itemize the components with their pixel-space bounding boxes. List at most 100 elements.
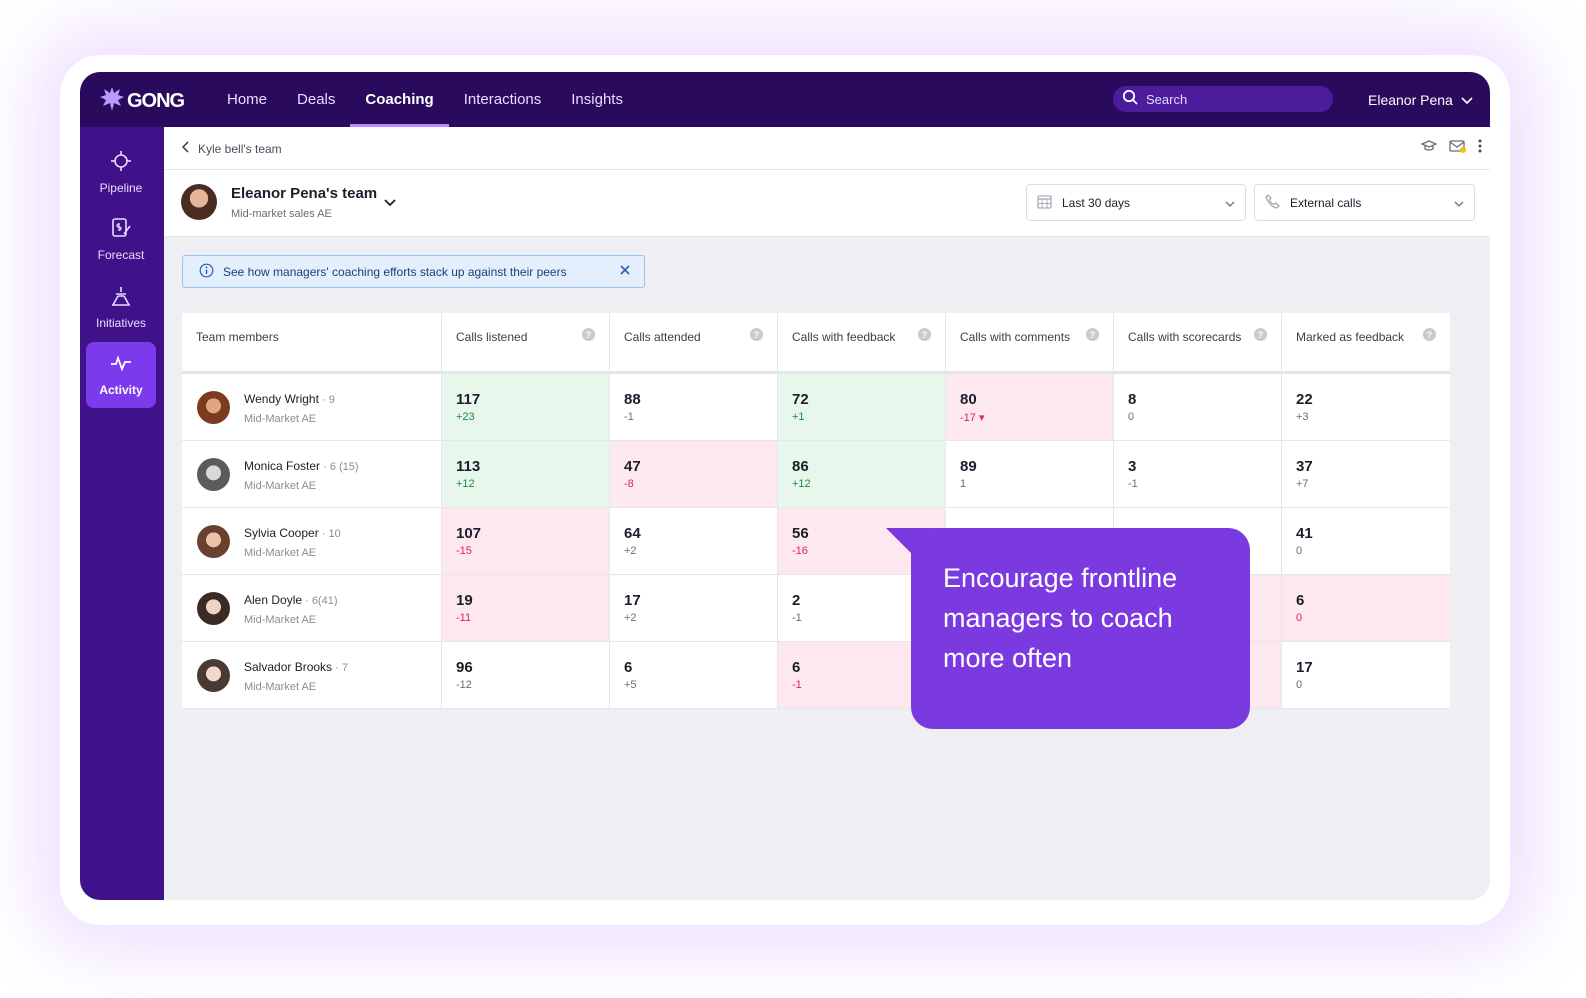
member-cell[interactable]: Wendy Wright · 9 Mid-Market AE (182, 374, 442, 441)
column-header[interactable]: Marked as feedback? (1282, 313, 1450, 374)
member-cell[interactable]: Salvador Brooks · 7 Mid-Market AE (182, 642, 442, 709)
table-row[interactable]: Salvador Brooks · 7 Mid-Market AE 96 -12 6 +5… (182, 642, 1450, 709)
table-row[interactable]: Sylvia Cooper · 10 Mid-Market AE 107 -15 64 +… (182, 508, 1450, 575)
help-icon[interactable]: ? (1086, 328, 1099, 346)
metric-value: 37 (1296, 458, 1313, 475)
nav-coaching[interactable]: Coaching (350, 72, 450, 127)
call-type-dropdown[interactable]: External calls (1254, 184, 1475, 221)
metric-cell[interactable]: 117 +23 (442, 374, 610, 441)
help-icon[interactable]: ? (750, 328, 763, 346)
column-header-label: Calls attended (624, 330, 701, 344)
metric-value: 17 (1296, 659, 1313, 676)
sidebar-item-initiatives[interactable]: Initiatives (86, 274, 156, 340)
metric-value: 86 (792, 458, 809, 475)
sidebar-item-pipeline[interactable]: Pipeline (86, 139, 156, 205)
metric-cell[interactable]: 107 -15 (442, 508, 610, 575)
metric-cell[interactable]: 41 0 (1282, 508, 1450, 575)
nav-deals[interactable]: Deals (297, 91, 336, 108)
table-row[interactable]: Wendy Wright · 9 Mid-Market AE 117 +23 88 -1 7… (182, 374, 1450, 441)
metric-cell[interactable]: 47 -8 (610, 441, 778, 508)
metric-cell[interactable]: 80 -17 ▾ (946, 374, 1114, 441)
metric-cell[interactable]: 37 +7 (1282, 441, 1450, 508)
member-name: Sylvia Cooper (244, 525, 319, 540)
member-name: Salvador Brooks (244, 659, 333, 674)
nav-home[interactable]: Home (227, 91, 268, 108)
metric-cell[interactable]: 88 -1 (610, 374, 778, 441)
forecast-icon (110, 217, 132, 242)
sidebar-item-forecast[interactable]: Forecast (86, 207, 156, 273)
member-cell[interactable]: Monica Foster · 6 (15) Mid-Market AE (182, 441, 442, 508)
metric-cell[interactable]: 96 -12 (442, 642, 610, 709)
close-icon[interactable] (618, 263, 632, 280)
metric-delta: -1 (792, 679, 802, 691)
metric-delta: +3 (1296, 411, 1309, 423)
mail-icon[interactable] (1449, 139, 1466, 158)
column-header[interactable]: Calls with comments? (946, 313, 1114, 374)
metric-cell[interactable]: 86 +12 (778, 441, 946, 508)
app-window: GONG Home Deals Coaching Interactions Insigh… (80, 72, 1490, 900)
table-row[interactable]: Alen Doyle · 6(41) Mid-Market AE 19 -11 17 +2… (182, 575, 1450, 642)
table-row[interactable]: Monica Foster · 6 (15) Mid-Market AE 113 +1… (182, 441, 1450, 508)
metric-delta: +2 (624, 612, 637, 624)
metric-cell[interactable]: 17 +2 (610, 575, 778, 642)
column-header[interactable]: Team members (182, 313, 442, 374)
breadcrumb-label: Kyle bell's team (198, 141, 282, 156)
table-header-row: Team members Calls listened? Calls attende… (182, 313, 1450, 374)
user-menu[interactable]: Eleanor Pena (1368, 72, 1473, 127)
sidebar-item-label: Initiatives (95, 315, 147, 330)
help-icon[interactable]: ? (1254, 328, 1267, 346)
column-header[interactable]: Calls with feedback? (778, 313, 946, 374)
metric-cell[interactable]: 6 +5 (610, 642, 778, 709)
help-icon[interactable]: ? (918, 328, 931, 346)
column-header[interactable]: Calls with scorecards? (1114, 313, 1282, 374)
svg-text:?: ? (922, 330, 928, 340)
top-nav: GONG Home Deals Coaching Interactions Insigh… (80, 72, 1490, 127)
sidebar-item-activity[interactable]: Activity (86, 341, 156, 408)
gong-logo[interactable]: GONG (100, 86, 185, 117)
member-text: Salvador Brooks · 7 Mid-Market AE (244, 658, 348, 693)
team-selector-chevron-icon[interactable] (384, 194, 396, 212)
metric-value: 96 (456, 659, 473, 676)
breadcrumb[interactable]: Kyle bell's team (181, 127, 282, 170)
metric-delta: +7 (1296, 478, 1309, 490)
metric-cell[interactable]: 72 +1 (778, 374, 946, 441)
graduation-cap-icon[interactable] (1420, 139, 1438, 158)
page-actions (1420, 139, 1482, 158)
gong-logo-icon (100, 86, 124, 117)
column-header[interactable]: Calls listened? (442, 313, 610, 374)
info-icon (199, 263, 214, 281)
metric-delta: +12 (792, 478, 811, 490)
date-range-value: Last 30 days (1062, 195, 1131, 210)
search-input[interactable]: Search (1113, 86, 1333, 112)
metric-cell[interactable]: 3 -1 (1114, 441, 1282, 508)
member-cell[interactable]: Sylvia Cooper · 10 Mid-Market AE (182, 508, 442, 575)
member-text: Sylvia Cooper · 10 Mid-Market AE (244, 524, 341, 559)
svg-text:?: ? (1090, 330, 1096, 340)
call-type-value: External calls (1290, 195, 1362, 210)
gong-logo-text: GONG (127, 90, 185, 112)
column-header-label: Calls listened (456, 330, 528, 344)
nav-interactions[interactable]: Interactions (463, 91, 542, 108)
metric-delta: +1 (792, 411, 805, 423)
column-header[interactable]: Calls attended? (610, 313, 778, 374)
member-text: Wendy Wright · 9 Mid-Market AE (244, 390, 335, 425)
date-range-dropdown[interactable]: Last 30 days (1026, 184, 1246, 221)
metric-cell[interactable]: 89 1 (946, 441, 1114, 508)
metric-value: 8 (1128, 391, 1137, 408)
help-icon[interactable]: ? (582, 328, 595, 346)
member-name: Alen Doyle (244, 592, 303, 607)
metric-cell[interactable]: 64 +2 (610, 508, 778, 575)
metric-cell[interactable]: 22 +3 (1282, 374, 1450, 441)
metric-delta: -16 (792, 545, 808, 557)
metric-delta: -1 (792, 612, 802, 624)
metric-cell[interactable]: 113 +12 (442, 441, 610, 508)
help-icon[interactable]: ? (1423, 328, 1436, 346)
metric-cell[interactable]: 17 0 (1282, 642, 1450, 709)
metric-cell[interactable]: 19 -11 (442, 575, 610, 642)
more-vertical-icon[interactable] (1478, 139, 1482, 158)
member-cell[interactable]: Alen Doyle · 6(41) Mid-Market AE (182, 575, 442, 642)
callout-text: Encourage frontline managers to coach mo… (943, 563, 1178, 673)
nav-insights[interactable]: Insights (571, 91, 623, 108)
